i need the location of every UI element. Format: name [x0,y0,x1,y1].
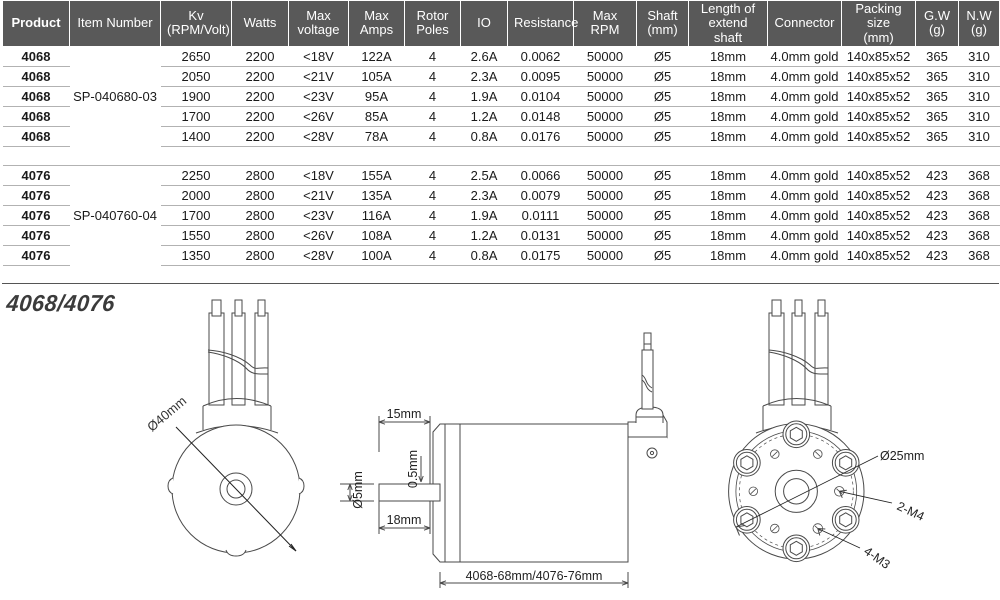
svg-text:Ø5mm: Ø5mm [351,471,365,509]
svg-text:2-M4: 2-M4 [895,499,927,524]
svg-text:Ø25mm: Ø25mm [880,449,924,463]
svg-text:4068-68mm/4076-76mm: 4068-68mm/4076-76mm [466,569,603,583]
svg-text:18mm: 18mm [387,513,422,527]
svg-text:4-M3: 4-M3 [861,544,892,572]
svg-text:15mm: 15mm [387,407,422,421]
svg-text:0.5mm: 0.5mm [406,450,420,488]
svg-text:Ø40mm: Ø40mm [144,393,189,434]
